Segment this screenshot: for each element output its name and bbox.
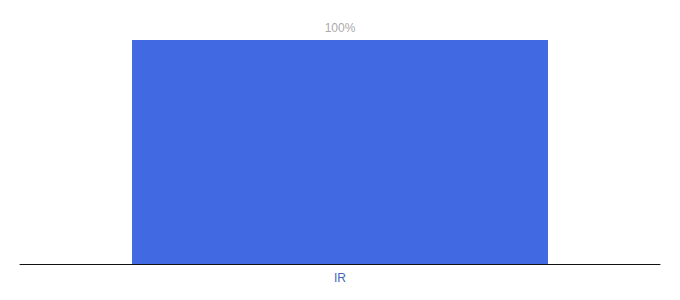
svg-text:IR: IR [334,271,346,285]
svg-text:100%: 100% [325,21,356,35]
